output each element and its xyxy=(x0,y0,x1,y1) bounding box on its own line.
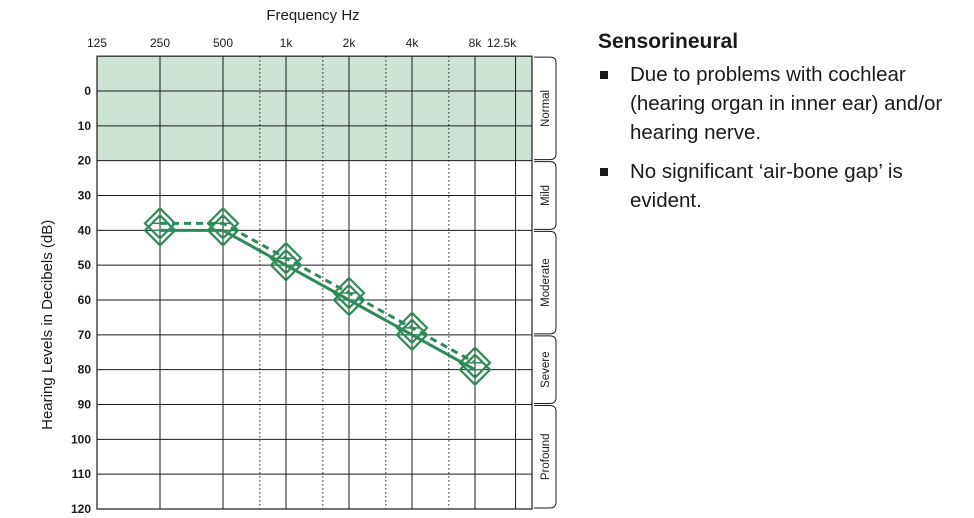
severity-band-bracket xyxy=(534,335,557,404)
diamond-data-point xyxy=(395,311,429,345)
plot-border xyxy=(96,55,533,510)
x-tick-label: 1k xyxy=(280,36,294,50)
y-tick-label: 20 xyxy=(78,154,92,168)
notes-panel: Sensorineural Due to problems with cochl… xyxy=(598,30,968,225)
y-tick-label: 40 xyxy=(78,223,92,237)
x-tick-label: 2k xyxy=(343,36,357,50)
x-tick-label: 500 xyxy=(213,36,233,50)
severity-band-label: Severe xyxy=(540,351,552,387)
y-tick-label: 100 xyxy=(71,432,91,446)
severity-band-label: Moderate xyxy=(540,258,552,307)
diamond-data-point xyxy=(269,241,303,275)
y-tick-label: 30 xyxy=(78,189,92,203)
square-bullet-icon xyxy=(600,71,608,79)
x-tick-label: 12.5k xyxy=(487,36,517,50)
diamond-data-point xyxy=(395,318,429,352)
x-axis-title: Frequency Hz xyxy=(266,7,359,24)
x-tick-label: 125 xyxy=(87,36,107,50)
severity-band-bracket xyxy=(534,230,557,335)
notes-list: Due to problems with cochlear (hearing o… xyxy=(598,60,968,215)
y-tick-label: 110 xyxy=(72,467,92,481)
notes-bullet-2: No significant ‘air-bone gap’ is evident… xyxy=(598,157,968,215)
y-tick-label: 120 xyxy=(71,502,91,516)
y-tick-label: 0 xyxy=(84,84,91,98)
y-axis-title: Hearing Levels in Decibels (dB) xyxy=(39,220,56,430)
diamond-data-point xyxy=(143,206,177,240)
diamond-data-point xyxy=(206,206,240,240)
notes-bullet-1: Due to problems with cochlear (hearing o… xyxy=(598,60,968,147)
severity-band-label: Mild xyxy=(540,185,552,206)
x-tick-label: 4k xyxy=(406,36,420,50)
y-tick-label: 50 xyxy=(78,258,92,272)
diamond-data-point xyxy=(458,346,492,380)
notes-heading: Sensorineural xyxy=(598,30,739,53)
notes-bullet-text: No significant ‘air-bone gap’ is evident… xyxy=(630,160,903,212)
severity-band-bracket xyxy=(534,405,557,509)
diamond-data-point xyxy=(269,248,303,282)
severity-band-label: Normal xyxy=(540,90,552,127)
y-tick-label: 80 xyxy=(78,363,92,377)
diamond-data-point xyxy=(143,213,177,247)
x-tick-label: 8k xyxy=(469,36,483,50)
x-tick-label: 250 xyxy=(150,36,170,50)
severity-band-label: Profound xyxy=(540,433,552,480)
notes-bullet-text: Due to problems with cochlear (hearing o… xyxy=(630,63,943,144)
y-tick-label: 60 xyxy=(78,293,92,307)
severity-band-bracket xyxy=(534,161,557,230)
severity-band-bracket xyxy=(534,56,557,161)
y-tick-label: 10 xyxy=(78,119,92,133)
diamond-data-point xyxy=(206,213,240,247)
diamond-data-point xyxy=(332,283,366,317)
y-tick-label: 90 xyxy=(78,398,92,412)
y-tick-label: 70 xyxy=(78,328,92,342)
diamond-data-point xyxy=(458,353,492,387)
diamond-data-point xyxy=(332,276,366,310)
series-line-dashed xyxy=(160,221,476,365)
square-bullet-icon xyxy=(600,168,608,176)
normal-range-band xyxy=(97,56,532,161)
